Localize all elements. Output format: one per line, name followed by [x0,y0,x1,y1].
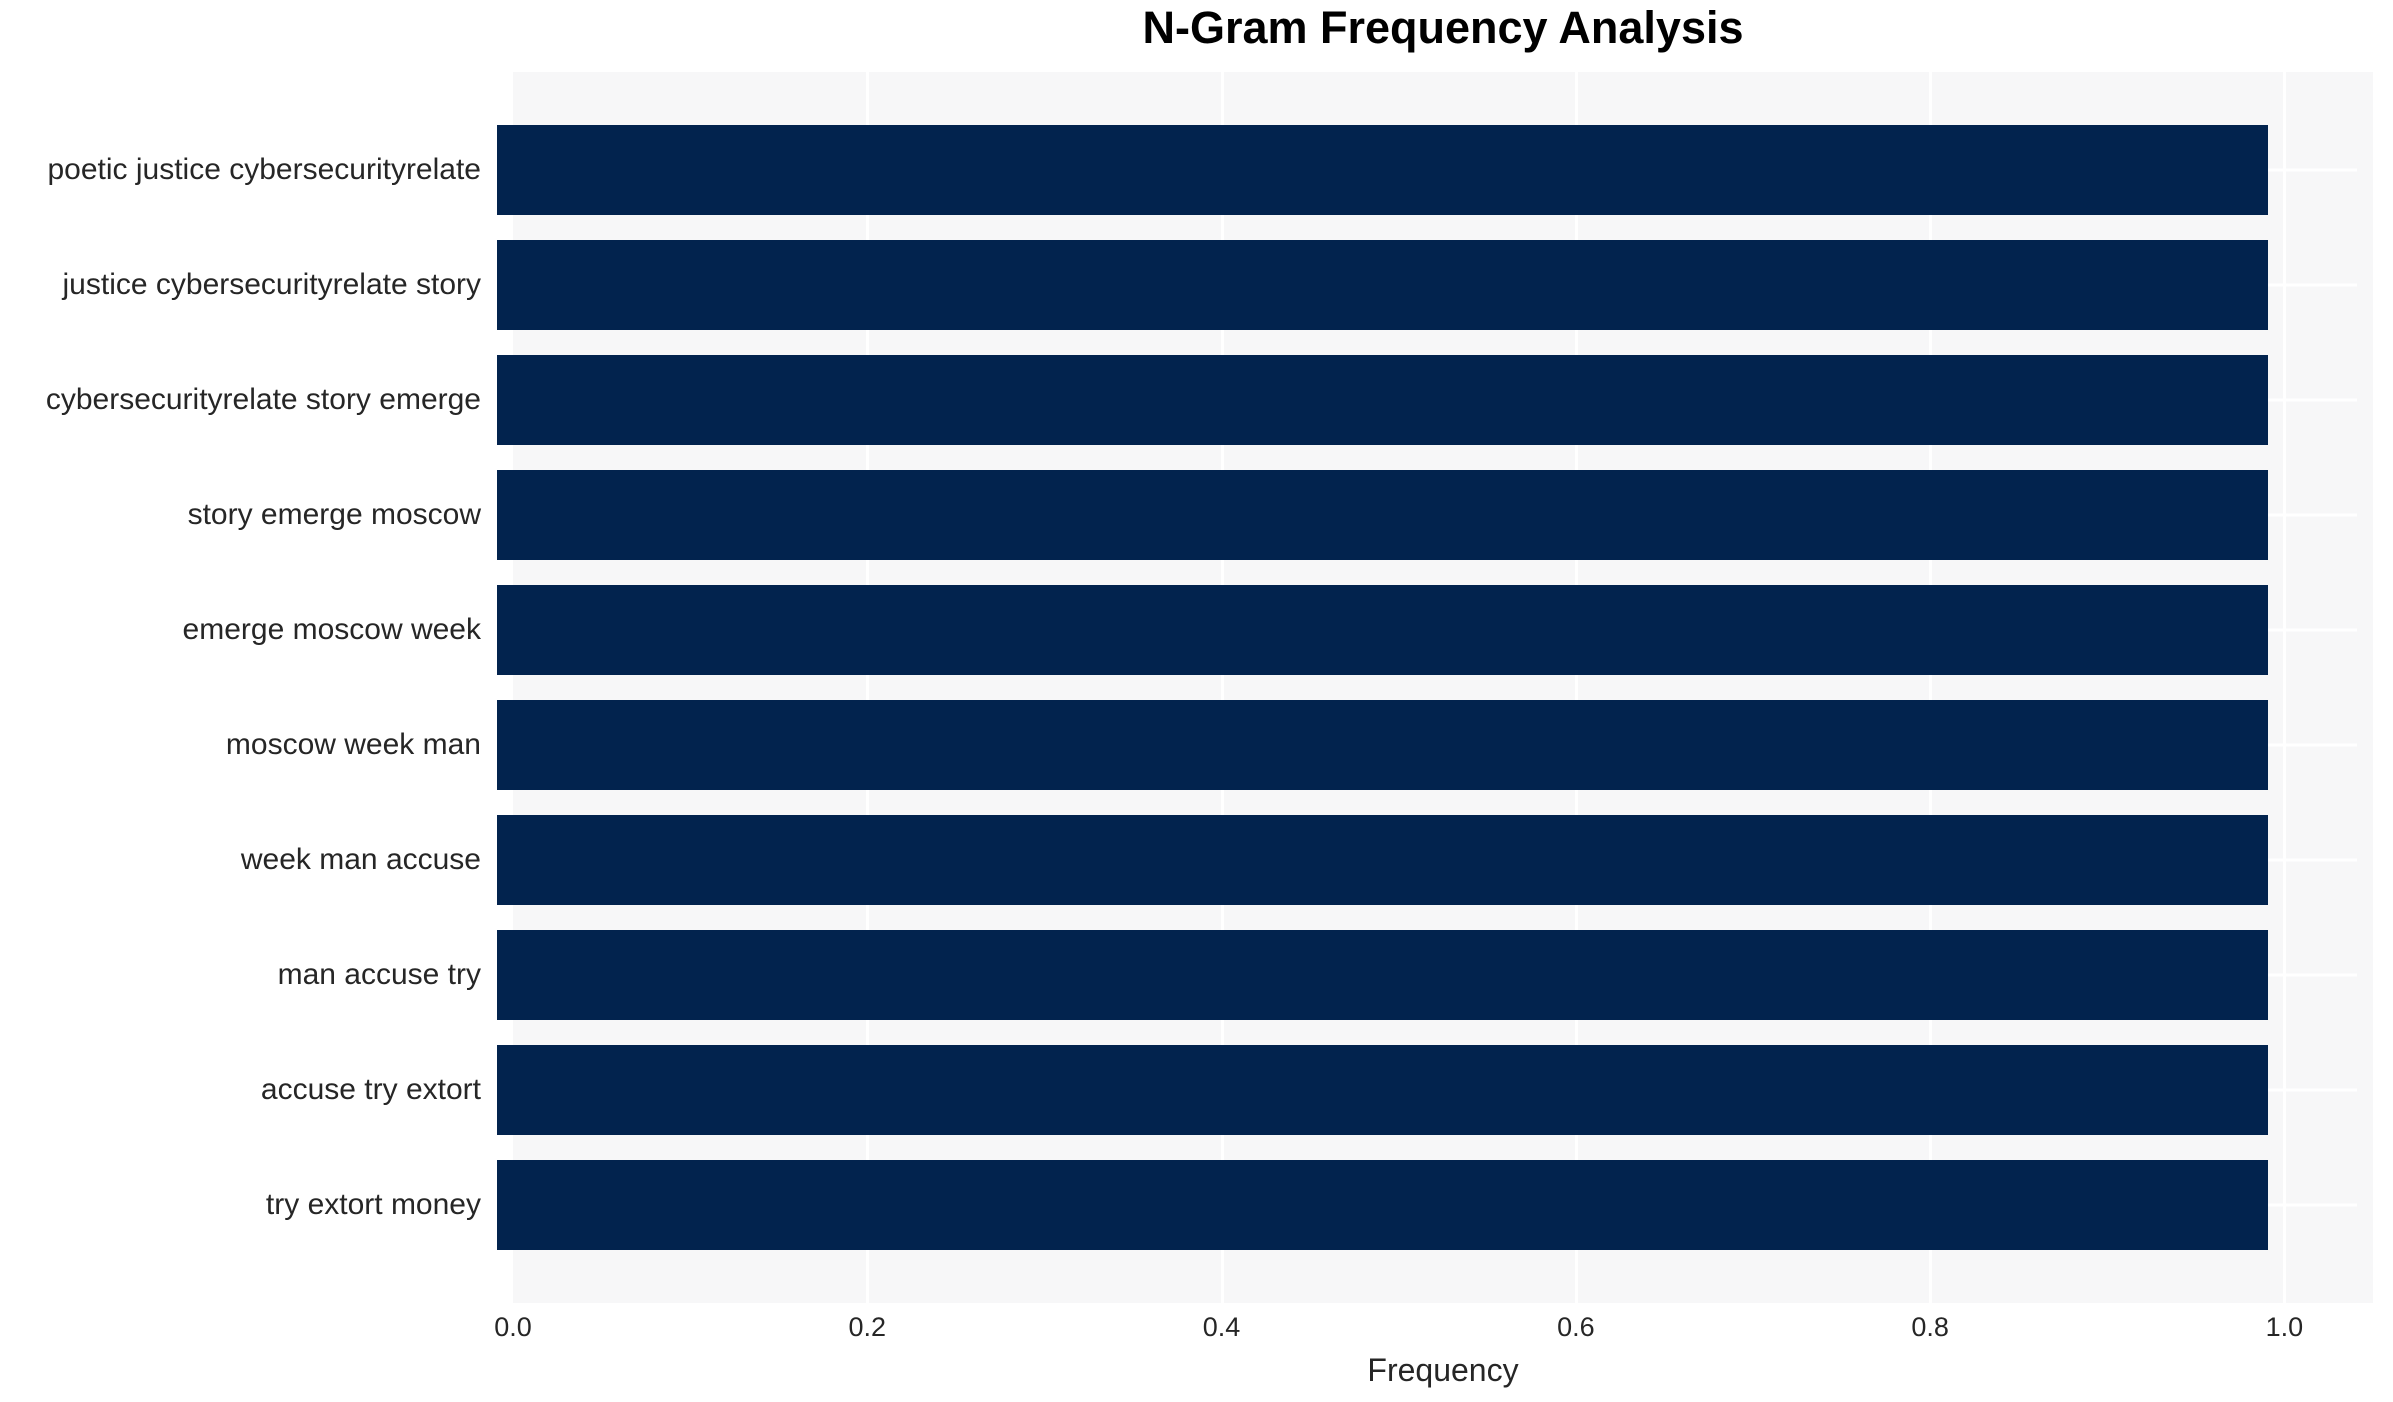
x-gridline [1220,72,1224,1303]
category-label: poetic justice cybersecurityrelate [47,152,481,186]
x-tick-label: 1.0 [2265,1312,2304,1342]
bar-row: emerge moscow week [0,572,2393,687]
bar-row: cybersecurityrelate story emerge [0,342,2393,457]
x-axis-title: Frequency [1367,1352,1519,1388]
bar [497,239,2269,330]
category-label: moscow week man [225,728,481,762]
chart-title: N-Gram Frequency Analysis [1142,2,1744,53]
bar [497,124,2269,215]
bar-row: story emerge moscow [0,457,2393,572]
bar [497,700,2269,791]
x-tick-label: 0.4 [1202,1312,1241,1342]
x-gridline [1929,72,1933,1303]
x-tick-label: 0.2 [848,1312,887,1342]
x-tick-label: 0.8 [1911,1312,1949,1342]
bar-row: poetic justice cybersecurityrelate [0,112,2393,227]
category-label: justice cybersecurityrelate story [62,267,481,301]
x-tick-label: 0.0 [494,1312,532,1342]
x-gridline [866,72,870,1303]
x-gridline [1574,72,1578,1303]
bar [497,354,2269,445]
x-gridline [2283,72,2287,1303]
category-label: cybersecurityrelate story emerge [45,382,481,416]
x-tick-label: 0.6 [1557,1312,1595,1342]
bar [497,1045,2269,1136]
category-label: emerge moscow week [182,612,481,646]
bar [497,815,2269,906]
category-label: story emerge moscow [187,497,481,531]
bar-rows: poetic justice cybersecurityrelate justi… [0,72,2393,1303]
bar [497,930,2269,1021]
category-label: week man accuse [240,843,481,877]
category-label: man accuse try [277,958,481,992]
x-axis-ticks: 0.0 0.2 0.4 0.6 0.8 1.0 [494,1312,2373,1348]
bar-row: moscow week man [0,687,2393,802]
bar-row: week man accuse [0,803,2393,918]
bar-row: accuse try extort [0,1033,2393,1148]
bar-row: man accuse try [0,918,2393,1033]
bar-row: try extort money [0,1148,2393,1263]
bar [497,469,2269,560]
category-label: try extort money [265,1188,481,1222]
bar-row: justice cybersecurityrelate story [0,227,2393,342]
bar [497,584,2269,675]
category-label: accuse try extort [260,1073,481,1107]
bar [497,1160,2269,1251]
